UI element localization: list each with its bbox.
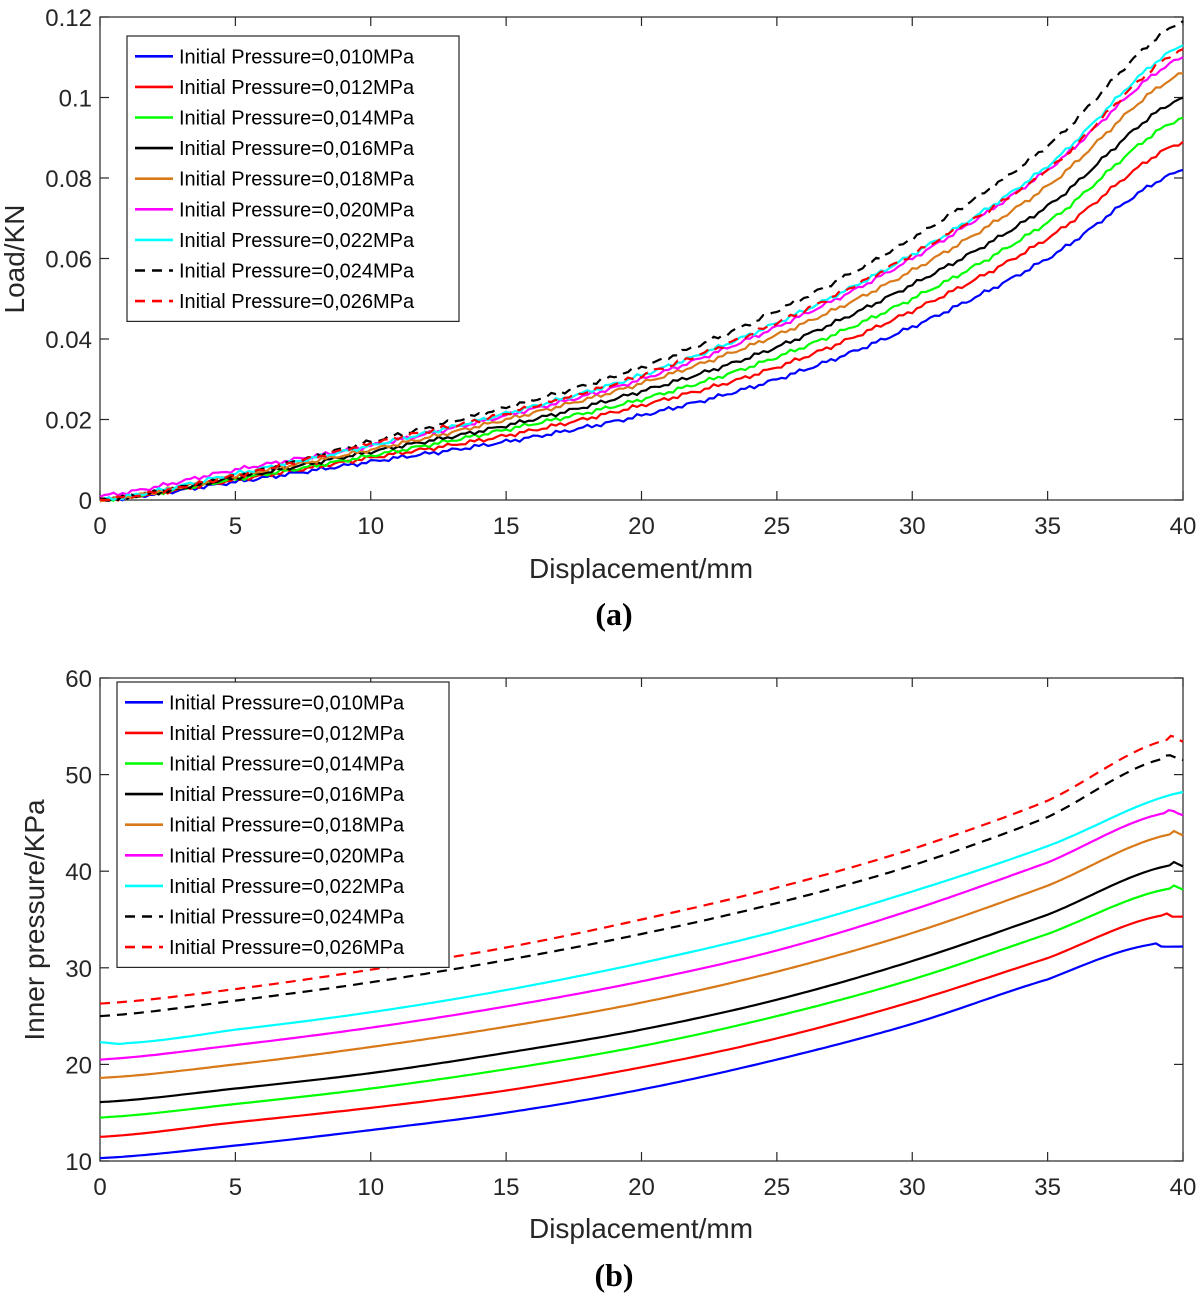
series-line [99,942,1184,1160]
x-tick-label: 5 [229,1174,242,1201]
series-line [99,72,1183,503]
series-line [99,168,1184,502]
y-tick-label: 60 [65,666,92,693]
y-tick-label: 30 [65,956,92,983]
x-tick-label: 25 [764,1174,791,1201]
legend-label: Initial Pressure=0,010MPa [169,692,405,714]
legend-label: Initial Pressure=0,024MPa [179,261,415,283]
y-tick-label: 0.02 [45,408,92,435]
panel-b: Inner pressure/KPa Displacement/mm (b) 0… [19,666,1196,1293]
series-line [99,44,1184,502]
legend-label: Initial Pressure=0,022MPa [169,876,405,898]
legend-label: Initial Pressure=0,016MPa [179,138,415,160]
x-tick-label: 35 [1034,1174,1061,1201]
series-line [99,884,1184,1119]
x-tick-label: 20 [628,513,655,540]
panel-b-xlabel: Displacement/mm [529,1213,753,1244]
y-tick-label: 0 [79,488,92,515]
x-tick-label: 35 [1034,513,1061,540]
series-line [99,829,1184,1079]
series-line [99,734,1184,1005]
series-line [99,912,1184,1138]
y-tick-label: 10 [65,1149,92,1176]
y-tick-label: 0.04 [45,327,92,354]
legend-label: Initial Pressure=0,026MPa [169,937,405,959]
y-tick-label: 50 [65,763,92,790]
y-tick-label: 0.12 [45,5,92,32]
y-tick-label: 0.06 [45,247,92,274]
x-tick-label: 0 [93,1174,106,1201]
legend-label: Initial Pressure=0,018MPa [179,169,415,191]
series-line [99,140,1184,502]
legend [126,35,460,322]
x-tick-label: 5 [229,513,242,540]
legend-label: Initial Pressure=0,014MPa [179,108,415,130]
y-tick-label: 20 [65,1052,92,1079]
legend-label: Initial Pressure=0,020MPa [179,199,415,221]
legend-label: Initial Pressure=0,014MPa [169,754,405,776]
panel-a-label: (a) [595,596,632,632]
series-line [99,48,1184,502]
legend-label: Initial Pressure=0,022MPa [179,230,415,252]
x-tick-label: 40 [1170,1174,1197,1201]
x-tick-label: 25 [764,513,791,540]
panel-a: Load/KN Displacement/mm (a) 0 5 10 15 20 25 30… [0,5,1196,632]
legend-label: Initial Pressure=0,024MPa [169,907,405,929]
legend-label: Initial Pressure=0,010MPa [179,46,415,68]
legend-label: Initial Pressure=0,018MPa [169,815,405,837]
legend-label: Initial Pressure=0,012MPa [169,723,405,745]
y-tick-label: 0.1 [59,86,92,113]
x-tick-label: 0 [93,513,106,540]
series-line [99,809,1184,1061]
x-tick-label: 10 [357,1174,384,1201]
panel-a-xlabel: Displacement/mm [529,553,753,584]
series-line [99,20,1184,502]
legend-label: Initial Pressure=0,026MPa [179,291,415,313]
legend [116,681,450,968]
x-tick-label: 40 [1170,513,1197,540]
x-tick-label: 30 [899,1174,926,1201]
y-tick-label: 0.08 [45,166,92,193]
series-line [99,96,1184,502]
legend-label: Initial Pressure=0,020MPa [169,845,405,867]
x-tick-label: 10 [357,513,384,540]
series-line [99,754,1184,1018]
panel-b-ylabel: Inner pressure/KPa [19,799,50,1041]
legend-label: Initial Pressure=0,012MPa [179,77,415,99]
x-tick-label: 30 [899,513,926,540]
x-tick-label: 15 [493,513,520,540]
legend-label: Initial Pressure=0,016MPa [169,784,405,806]
series-line [99,790,1184,1046]
x-tick-label: 15 [493,1174,520,1201]
x-tick-label: 20 [628,1174,655,1201]
y-tick-label: 40 [65,859,92,886]
series-line [99,860,1184,1104]
panel-a-ylabel: Load/KN [0,205,30,314]
panel-b-label: (b) [594,1257,633,1293]
